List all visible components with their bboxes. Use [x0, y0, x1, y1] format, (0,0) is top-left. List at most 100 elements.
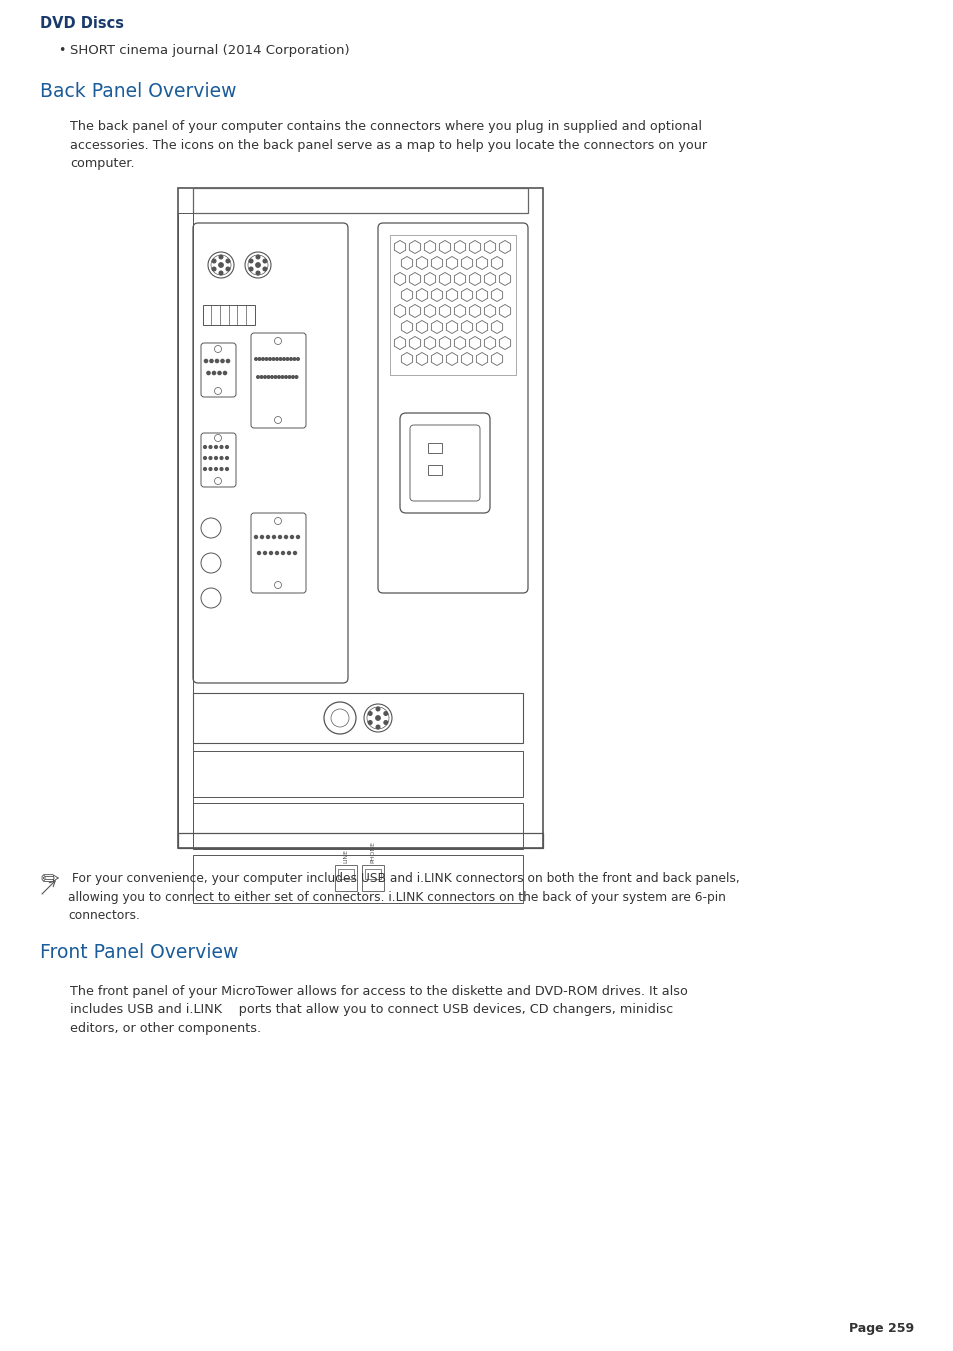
Circle shape	[214, 457, 217, 459]
Circle shape	[203, 467, 206, 470]
Circle shape	[226, 359, 230, 362]
Circle shape	[288, 376, 291, 378]
Circle shape	[254, 358, 257, 361]
Bar	[428, 443, 441, 453]
Circle shape	[249, 267, 253, 270]
Circle shape	[220, 457, 223, 459]
Circle shape	[254, 535, 257, 539]
Circle shape	[291, 535, 294, 539]
Circle shape	[277, 376, 280, 378]
Circle shape	[213, 259, 215, 263]
Text: LINE: LINE	[343, 848, 348, 863]
Bar	[335, 865, 356, 892]
Bar	[178, 834, 542, 848]
Circle shape	[293, 358, 295, 361]
Circle shape	[275, 358, 278, 361]
Text: ✏: ✏	[40, 870, 58, 890]
Text: For your convenience, your computer includes USB and i.LINK connectors on both t: For your convenience, your computer incl…	[68, 871, 739, 921]
Circle shape	[267, 376, 270, 378]
Text: Page 259: Page 259	[848, 1323, 913, 1335]
Text: PHONE: PHONE	[370, 842, 375, 863]
Circle shape	[261, 358, 264, 361]
Circle shape	[215, 359, 218, 362]
Bar	[203, 305, 254, 326]
Bar	[178, 188, 542, 848]
Bar	[428, 465, 441, 476]
Text: SHORT cinema journal (2014 Corporation): SHORT cinema journal (2014 Corporation)	[70, 45, 349, 57]
Circle shape	[368, 712, 372, 715]
Circle shape	[269, 358, 271, 361]
Circle shape	[218, 263, 223, 267]
Bar	[337, 869, 354, 880]
Circle shape	[214, 446, 217, 449]
Bar	[193, 751, 522, 797]
Circle shape	[209, 467, 212, 470]
Circle shape	[281, 551, 284, 554]
Circle shape	[213, 267, 215, 270]
Text: DVD Discs: DVD Discs	[40, 16, 124, 31]
Circle shape	[269, 551, 273, 554]
Circle shape	[274, 376, 276, 378]
Circle shape	[223, 372, 227, 374]
Circle shape	[219, 255, 223, 259]
Bar	[193, 802, 522, 848]
Circle shape	[255, 263, 260, 267]
Circle shape	[219, 272, 223, 274]
Circle shape	[225, 467, 228, 470]
Circle shape	[384, 712, 387, 715]
Circle shape	[292, 376, 294, 378]
Circle shape	[220, 446, 223, 449]
Circle shape	[294, 376, 297, 378]
Circle shape	[273, 535, 275, 539]
Circle shape	[290, 358, 292, 361]
Bar	[390, 235, 516, 376]
Circle shape	[220, 467, 223, 470]
Circle shape	[256, 376, 259, 378]
Bar	[361, 865, 384, 892]
Bar	[193, 693, 522, 743]
Circle shape	[225, 446, 228, 449]
Circle shape	[296, 535, 299, 539]
Circle shape	[203, 446, 206, 449]
Circle shape	[217, 372, 221, 374]
Circle shape	[210, 359, 213, 362]
Circle shape	[260, 376, 262, 378]
Circle shape	[263, 551, 266, 554]
Circle shape	[256, 255, 259, 259]
Circle shape	[257, 551, 260, 554]
Circle shape	[287, 551, 291, 554]
Circle shape	[284, 535, 287, 539]
Circle shape	[384, 720, 387, 724]
Circle shape	[286, 358, 289, 361]
Circle shape	[203, 457, 206, 459]
Circle shape	[272, 358, 274, 361]
Circle shape	[279, 358, 281, 361]
Circle shape	[375, 725, 379, 728]
Circle shape	[209, 457, 212, 459]
Bar	[193, 188, 527, 213]
Text: The back panel of your computer contains the connectors where you plug in suppli: The back panel of your computer contains…	[70, 120, 706, 170]
Circle shape	[278, 535, 281, 539]
Text: Back Panel Overview: Back Panel Overview	[40, 82, 236, 101]
Circle shape	[214, 467, 217, 470]
Circle shape	[249, 259, 253, 263]
Circle shape	[226, 267, 230, 270]
Circle shape	[294, 551, 296, 554]
Circle shape	[375, 707, 379, 711]
Circle shape	[271, 376, 273, 378]
Circle shape	[213, 372, 215, 374]
Circle shape	[207, 372, 210, 374]
Circle shape	[265, 358, 268, 361]
Circle shape	[375, 716, 380, 720]
Circle shape	[281, 376, 283, 378]
Circle shape	[275, 551, 278, 554]
Bar	[365, 869, 380, 880]
Bar	[193, 855, 522, 902]
Text: •: •	[58, 45, 66, 57]
Circle shape	[263, 376, 266, 378]
Circle shape	[266, 535, 269, 539]
Circle shape	[256, 272, 259, 274]
Circle shape	[225, 457, 228, 459]
Bar	[178, 213, 193, 834]
Circle shape	[209, 446, 212, 449]
